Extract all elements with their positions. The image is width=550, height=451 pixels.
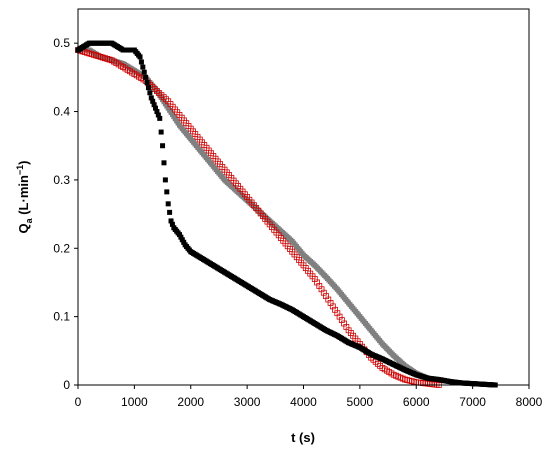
data-point bbox=[150, 98, 156, 104]
data-point bbox=[140, 64, 146, 70]
data-point bbox=[169, 221, 175, 227]
y-axis-title-sup: −1 bbox=[15, 165, 25, 175]
x-tick-label: 2000 bbox=[177, 395, 204, 409]
data-point bbox=[168, 218, 174, 224]
y-tick-label: 0.2 bbox=[53, 241, 70, 255]
data-point bbox=[144, 79, 150, 85]
data-point bbox=[157, 115, 163, 121]
x-tick-label: 3000 bbox=[234, 395, 261, 409]
y-tick-label: 0.5 bbox=[53, 36, 70, 50]
data-point bbox=[155, 112, 161, 118]
y-axis-title-close: ) bbox=[16, 160, 31, 164]
data-point bbox=[148, 95, 154, 101]
y-axis-title-unit: (L·min bbox=[16, 175, 31, 218]
data-point bbox=[147, 90, 153, 96]
y-tick-label: 0.1 bbox=[53, 310, 70, 324]
data-point bbox=[138, 59, 144, 65]
data-point bbox=[162, 177, 168, 183]
data-point bbox=[154, 109, 160, 115]
x-tick-label: 6000 bbox=[403, 395, 430, 409]
y-tick-label: 0 bbox=[63, 378, 70, 392]
data-point bbox=[145, 85, 151, 91]
x-tick-label: 0 bbox=[75, 395, 82, 409]
data-point bbox=[181, 239, 187, 245]
x-tick-label: 1000 bbox=[121, 395, 148, 409]
y-axis-title-main: Q bbox=[16, 223, 31, 233]
data-point bbox=[137, 54, 143, 60]
data-point bbox=[143, 74, 149, 80]
x-axis-title: t (s) bbox=[291, 430, 315, 445]
data-point bbox=[178, 234, 184, 240]
x-tick-label: 7000 bbox=[459, 395, 486, 409]
data-point bbox=[161, 160, 167, 166]
data-point bbox=[151, 102, 157, 108]
data-point bbox=[165, 201, 171, 207]
data-point bbox=[179, 237, 185, 243]
data-point bbox=[164, 189, 170, 195]
y-axis-title-sub: a bbox=[24, 217, 34, 223]
data-point bbox=[167, 209, 173, 215]
x-tick-label: 8000 bbox=[516, 395, 543, 409]
y-tick-label: 0.4 bbox=[53, 105, 70, 119]
y-axis-title: Qa (L·min−1) bbox=[15, 160, 34, 233]
x-tick-label: 5000 bbox=[347, 395, 374, 409]
data-point bbox=[176, 232, 182, 238]
data-point bbox=[160, 143, 166, 149]
tick-layer: 0 1000 2000 3000 4000 5000 6000 7000 8000 0 0.1 0.2… bbox=[53, 36, 542, 409]
data-point bbox=[153, 105, 159, 111]
data-point bbox=[141, 69, 147, 75]
y-tick-label: 0.3 bbox=[53, 173, 70, 187]
data-point bbox=[158, 129, 164, 135]
series-red-markers bbox=[75, 47, 442, 388]
x-tick-label: 4000 bbox=[290, 395, 317, 409]
